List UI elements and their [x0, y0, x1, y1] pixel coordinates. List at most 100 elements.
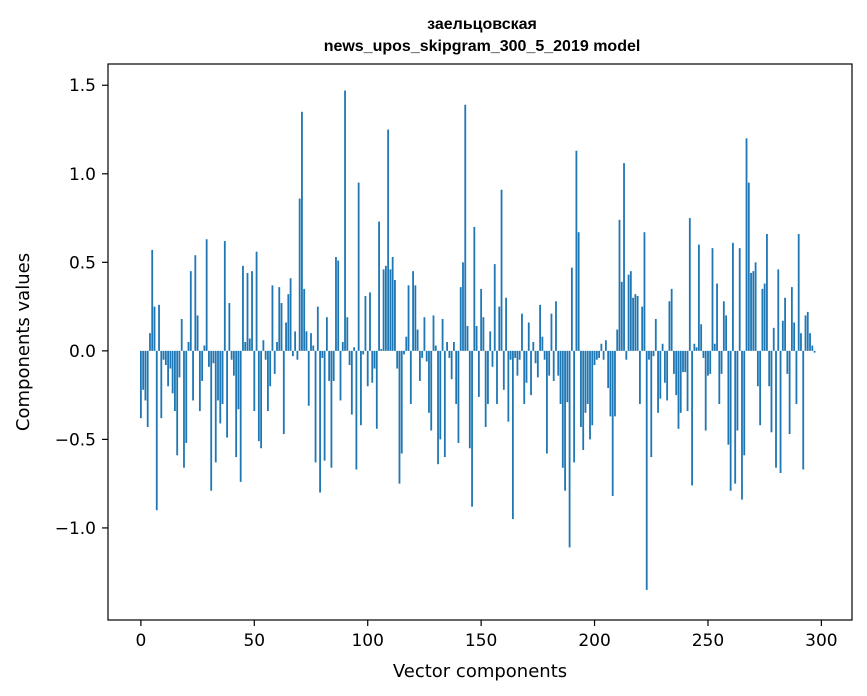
bar: [675, 350, 678, 396]
bar: [775, 350, 777, 468]
x-tick-label: 150: [465, 631, 497, 651]
bar: [139, 350, 142, 419]
bar: [298, 198, 301, 351]
bar: [142, 350, 145, 390]
bar: [174, 350, 176, 412]
bar: [217, 350, 219, 401]
bar: [511, 350, 514, 520]
bar: [296, 350, 299, 360]
bar: [518, 350, 521, 360]
bar: [548, 350, 551, 376]
bar: [176, 350, 179, 456]
bar: [344, 90, 346, 351]
bar: [727, 350, 730, 445]
bar: [246, 272, 249, 351]
bar: [761, 288, 764, 351]
bar: [811, 345, 814, 351]
bar: [514, 350, 517, 358]
bar: [505, 297, 507, 351]
bar: [260, 350, 263, 449]
y-axis-label: Components values: [13, 253, 34, 431]
bar: [396, 350, 399, 369]
bar: [582, 350, 585, 451]
bar: [214, 350, 217, 463]
bar: [462, 262, 464, 351]
bar: [475, 326, 478, 351]
bar: [734, 350, 737, 484]
bar: [155, 350, 158, 511]
bar: [772, 327, 775, 351]
bar: [777, 269, 780, 351]
bar: [146, 350, 149, 427]
bar: [763, 283, 766, 351]
bar: [759, 350, 762, 426]
bar: [564, 350, 566, 491]
bar: [257, 350, 260, 442]
y-tick-label: −1.0: [55, 519, 96, 539]
bar: [747, 182, 750, 351]
bar: [267, 350, 269, 412]
bar: [607, 350, 610, 389]
bar: [525, 350, 528, 383]
bar: [534, 350, 537, 364]
bar: [171, 350, 174, 394]
bar: [600, 343, 603, 351]
bar: [337, 260, 340, 351]
bar: [625, 350, 628, 360]
bar: [477, 350, 480, 397]
bar: [305, 331, 308, 351]
bar: [716, 283, 718, 351]
bar: [421, 350, 424, 358]
bar: [555, 301, 557, 351]
bar: [806, 311, 809, 351]
y-tick-label: −0.5: [55, 430, 96, 450]
bar: [162, 350, 165, 360]
bar: [437, 350, 439, 465]
bar: [604, 340, 607, 351]
bar: [509, 350, 512, 360]
bar: [652, 350, 655, 357]
bar: [325, 317, 328, 351]
bar: [575, 150, 578, 351]
bar: [205, 239, 208, 351]
bar: [201, 350, 204, 381]
bar: [561, 350, 564, 468]
bar: [795, 350, 798, 404]
bar: [629, 271, 632, 351]
bar: [278, 287, 281, 351]
bar: [697, 244, 700, 351]
bar: [167, 350, 170, 387]
bar: [541, 336, 544, 351]
bar: [729, 350, 732, 491]
chart-title-line-1: заельцовская: [427, 16, 537, 33]
bar: [371, 350, 374, 383]
bar: [253, 350, 256, 412]
bar: [446, 342, 449, 351]
bar: [164, 350, 167, 366]
bar: [289, 278, 292, 351]
bar: [169, 350, 172, 369]
bar: [269, 350, 272, 387]
bar: [312, 345, 315, 351]
bar: [158, 304, 160, 351]
bar: [346, 317, 349, 351]
bar: [160, 350, 163, 419]
bar: [743, 350, 746, 456]
bar: [323, 350, 326, 461]
bar: [471, 350, 473, 507]
bar: [285, 322, 287, 351]
bar: [611, 350, 614, 497]
bar: [609, 350, 612, 417]
bar: [480, 288, 483, 351]
bar: [273, 350, 276, 374]
bar: [756, 350, 759, 387]
bar: [185, 350, 188, 443]
bar: [498, 306, 501, 351]
bar: [196, 315, 199, 351]
bar: [294, 331, 297, 351]
bar: [768, 350, 771, 387]
bar: [496, 350, 498, 404]
bar: [348, 350, 351, 366]
bar: [453, 342, 455, 351]
bar: [255, 251, 258, 351]
